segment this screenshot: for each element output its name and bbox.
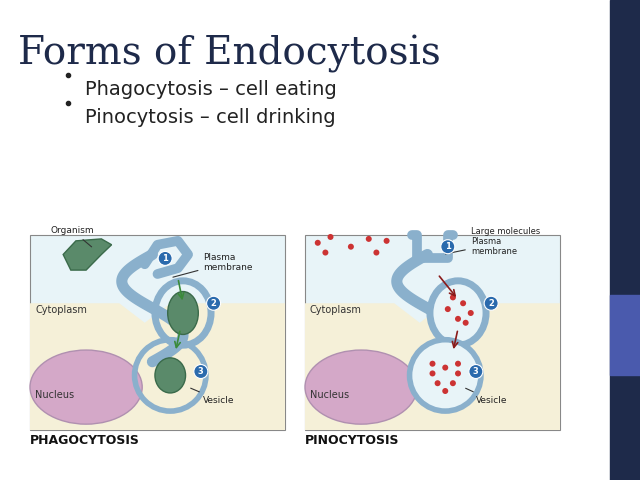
Text: PHAGOCYTOSIS: PHAGOCYTOSIS [30,434,140,447]
Text: PINOCYTOSIS: PINOCYTOSIS [305,434,399,447]
Text: Phagocytosis – cell eating: Phagocytosis – cell eating [85,80,337,99]
Text: 2: 2 [488,299,494,308]
Circle shape [429,360,435,367]
Circle shape [442,388,448,394]
Text: 1: 1 [162,254,168,263]
Circle shape [435,380,440,386]
Text: 3: 3 [198,367,204,376]
Text: Nucleus: Nucleus [35,390,74,400]
Circle shape [450,294,456,300]
Ellipse shape [155,358,186,393]
Circle shape [383,238,390,244]
Circle shape [373,250,380,255]
Circle shape [450,380,456,386]
Polygon shape [30,303,285,430]
Polygon shape [63,239,111,270]
Text: Forms of Endocytosis: Forms of Endocytosis [18,35,441,73]
Text: Organism: Organism [51,226,94,247]
Circle shape [158,252,172,265]
Text: Vesicle: Vesicle [191,388,235,405]
Circle shape [455,371,461,376]
Bar [610,0,640,480]
Circle shape [468,310,474,316]
Text: Cytoplasm: Cytoplasm [35,305,87,315]
Text: Pinocytosis – cell drinking: Pinocytosis – cell drinking [85,108,335,127]
Circle shape [484,296,498,310]
Circle shape [323,250,328,255]
Text: Large molecules
Plasma
membrane: Large molecules Plasma membrane [445,227,540,256]
Ellipse shape [305,350,417,424]
Text: 2: 2 [211,299,216,308]
Circle shape [194,364,208,379]
Circle shape [455,316,461,322]
Text: 1: 1 [445,242,451,251]
Text: Cytoplasm: Cytoplasm [310,305,362,315]
Bar [610,295,640,375]
Text: 3: 3 [473,367,479,376]
Ellipse shape [168,291,198,335]
Circle shape [469,364,483,379]
Circle shape [429,371,435,376]
Ellipse shape [30,350,142,424]
Text: Nucleus: Nucleus [310,390,349,400]
Circle shape [207,296,221,310]
Circle shape [441,240,455,254]
Circle shape [365,236,372,242]
Bar [305,235,560,430]
Circle shape [460,300,466,306]
Circle shape [315,240,321,246]
Circle shape [328,234,333,240]
Text: Plasma
membrane: Plasma membrane [173,252,253,277]
Circle shape [442,365,448,371]
Bar [30,235,285,430]
Circle shape [445,306,451,312]
Circle shape [455,360,461,367]
Circle shape [348,244,354,250]
Circle shape [410,340,481,411]
Circle shape [463,320,468,326]
Ellipse shape [430,281,486,345]
Text: Vesicle: Vesicle [466,388,508,405]
Polygon shape [305,303,560,430]
